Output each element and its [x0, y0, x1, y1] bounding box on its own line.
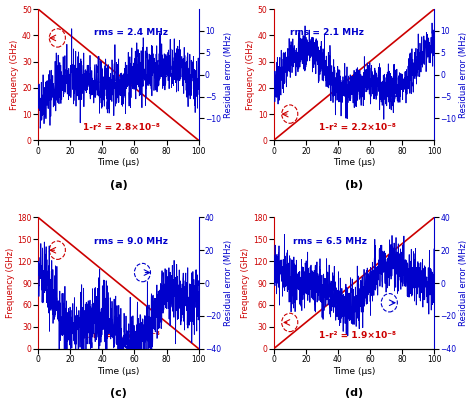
Text: rms = 2.4 MHz: rms = 2.4 MHz	[94, 28, 168, 37]
Y-axis label: Residual error (MHz): Residual error (MHz)	[459, 240, 468, 326]
Y-axis label: Frequency (GHz): Frequency (GHz)	[246, 39, 255, 110]
Text: 1-r² = 3.6×10⁻⁸: 1-r² = 3.6×10⁻⁸	[83, 331, 160, 340]
Y-axis label: Frequency (GHz): Frequency (GHz)	[241, 248, 250, 318]
Text: rms = 6.5 MHz: rms = 6.5 MHz	[293, 237, 367, 246]
Text: (a): (a)	[109, 180, 127, 190]
Text: rms = 2.1 MHz: rms = 2.1 MHz	[290, 28, 364, 37]
Text: 1-r² = 2.8×10⁻⁸: 1-r² = 2.8×10⁻⁸	[83, 123, 160, 132]
Y-axis label: Residual error (MHz): Residual error (MHz)	[459, 32, 468, 118]
Text: (d): (d)	[345, 388, 363, 398]
Text: 1-r² = 1.9×10⁻⁸: 1-r² = 1.9×10⁻⁸	[319, 331, 396, 340]
Text: 1-r² = 2.2×10⁻⁸: 1-r² = 2.2×10⁻⁸	[319, 123, 395, 132]
Y-axis label: Residual error (MHz): Residual error (MHz)	[224, 240, 233, 326]
X-axis label: Time (μs): Time (μs)	[333, 367, 375, 376]
Y-axis label: Frequency (GHz): Frequency (GHz)	[6, 248, 15, 318]
Text: rms = 9.0 MHz: rms = 9.0 MHz	[94, 237, 168, 246]
X-axis label: Time (μs): Time (μs)	[97, 367, 139, 376]
Y-axis label: Residual error (MHz): Residual error (MHz)	[224, 32, 233, 118]
Text: (c): (c)	[110, 388, 127, 398]
Y-axis label: Frequency (GHz): Frequency (GHz)	[10, 39, 19, 110]
Text: (b): (b)	[345, 180, 363, 190]
X-axis label: Time (μs): Time (μs)	[333, 158, 375, 167]
X-axis label: Time (μs): Time (μs)	[97, 158, 139, 167]
